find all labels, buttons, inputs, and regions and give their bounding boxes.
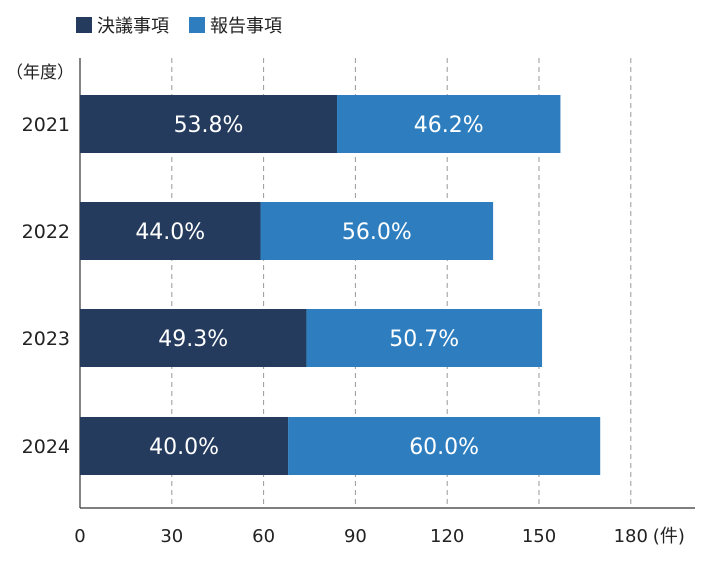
category-label-2023: 2023 bbox=[22, 328, 70, 350]
data-label-report-2022: 56.0% bbox=[342, 220, 412, 245]
bar-report-2024 bbox=[288, 417, 601, 475]
category-label-2021: 2021 bbox=[22, 114, 70, 136]
y-axis-title: （年度） bbox=[6, 63, 74, 83]
legend-label-report: 報告事項 bbox=[210, 16, 282, 37]
bar-decision-2023 bbox=[80, 309, 307, 367]
x-tick-label-180: 180 bbox=[614, 526, 648, 547]
x-tick-label-150: 150 bbox=[522, 526, 556, 547]
bar-report-2023 bbox=[306, 309, 543, 367]
legend-item-decision: 決議事項 bbox=[76, 12, 169, 38]
data-label-decision-2021: 53.8% bbox=[174, 113, 244, 138]
bar-decision-2024 bbox=[80, 417, 289, 475]
legend-swatch-report bbox=[189, 17, 205, 33]
data-label-report-2023: 50.7% bbox=[389, 327, 459, 352]
bar-report-2022 bbox=[260, 202, 494, 260]
x-tick-label-60: 60 bbox=[252, 526, 275, 547]
data-label-decision-2023: 49.3% bbox=[158, 327, 228, 352]
x-unit-label: (件) bbox=[653, 526, 685, 547]
legend: 決議事項 報告事項 bbox=[76, 12, 296, 38]
data-label-decision-2022: 44.0% bbox=[135, 220, 205, 245]
legend-label-decision: 決議事項 bbox=[97, 16, 169, 37]
x-tick-label-120: 120 bbox=[430, 526, 464, 547]
bar-report-2021 bbox=[337, 95, 561, 153]
legend-swatch-decision bbox=[76, 17, 92, 33]
category-label-2022: 2022 bbox=[22, 221, 70, 243]
category-label-2024: 2024 bbox=[22, 436, 70, 458]
bar-decision-2022 bbox=[80, 202, 261, 260]
legend-item-report: 報告事項 bbox=[189, 12, 282, 38]
data-label-decision-2024: 40.0% bbox=[149, 435, 219, 460]
data-label-report-2021: 46.2% bbox=[414, 113, 484, 138]
x-tick-label-90: 90 bbox=[344, 526, 367, 547]
x-tick-label-0: 0 bbox=[74, 526, 85, 547]
x-tick-label-30: 30 bbox=[160, 526, 183, 547]
data-label-report-2024: 60.0% bbox=[409, 435, 479, 460]
bar-decision-2021 bbox=[80, 95, 338, 153]
